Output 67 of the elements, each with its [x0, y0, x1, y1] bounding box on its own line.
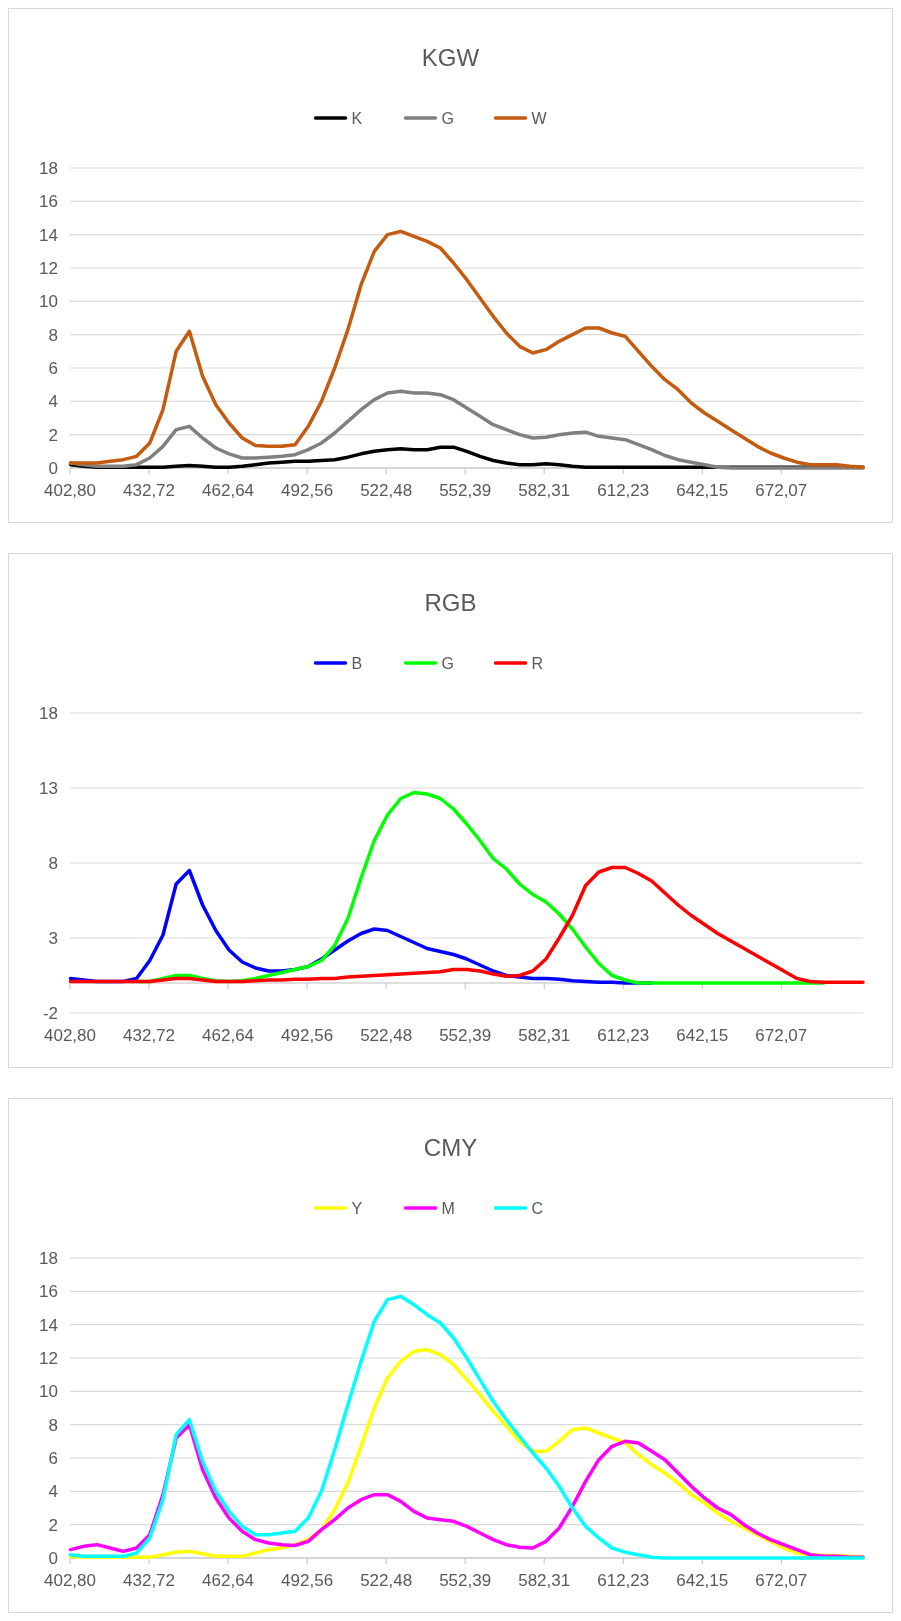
y-tick-label: 0	[48, 1548, 58, 1568]
x-tick-label: 432,72	[123, 1026, 176, 1045]
legend-label: M	[441, 1200, 455, 1217]
y-tick-label: 2	[48, 1515, 58, 1535]
x-tick-label: 672,07	[755, 1026, 808, 1045]
chart-title: RGB	[424, 589, 477, 616]
x-tick-label: 612,23	[597, 1571, 650, 1590]
y-tick-label: 16	[39, 192, 58, 212]
y-tick-label: 14	[39, 225, 58, 245]
x-tick-label: 612,23	[597, 1026, 650, 1045]
y-tick-label: 4	[48, 392, 58, 412]
x-tick-label: 492,56	[281, 1571, 334, 1590]
y-tick-label: 12	[39, 1348, 58, 1368]
y-tick-label: 4	[48, 1482, 58, 1502]
legend-label: G	[441, 655, 454, 672]
x-tick-label: 582,31	[518, 481, 571, 500]
legend-label: Y	[351, 1200, 363, 1217]
y-tick-label: 0	[48, 458, 58, 478]
x-tick-label: 642,15	[676, 1571, 729, 1590]
x-tick-label: 642,15	[676, 481, 729, 500]
y-tick-label: 14	[39, 1315, 58, 1335]
x-tick-label: 492,56	[281, 1026, 334, 1045]
x-tick-label: 462,64	[202, 481, 255, 500]
x-tick-label: 582,31	[518, 1026, 571, 1045]
x-tick-label: 492,56	[281, 481, 334, 500]
y-tick-label: 6	[48, 358, 58, 378]
x-tick-label: 552,39	[439, 481, 492, 500]
x-tick-label: 432,72	[123, 1571, 176, 1590]
x-tick-label: 462,64	[202, 1026, 255, 1045]
x-tick-label: 432,72	[123, 481, 176, 500]
y-tick-label: -2	[42, 1003, 58, 1023]
y-tick-label: 8	[48, 325, 58, 345]
x-tick-label: 612,23	[597, 481, 650, 500]
y-tick-label: 8	[48, 1415, 58, 1435]
x-tick-label: 522,48	[360, 1026, 413, 1045]
chart-title: CMY	[423, 1134, 478, 1161]
x-tick-label: 402,80	[44, 1571, 96, 1590]
y-tick-label: 18	[39, 158, 58, 178]
legend-label: K	[351, 110, 363, 127]
x-tick-label: 672,07	[755, 1571, 808, 1590]
x-tick-label: 402,80	[44, 1026, 96, 1045]
y-tick-label: 8	[48, 853, 58, 873]
x-tick-label: 552,39	[439, 1571, 492, 1590]
x-tick-label: 522,48	[360, 481, 413, 500]
legend-label: G	[441, 110, 454, 127]
y-tick-label: 2	[48, 425, 58, 445]
x-tick-label: 582,31	[518, 1571, 571, 1590]
legend-label: B	[351, 655, 363, 672]
x-tick-label: 552,39	[439, 1026, 492, 1045]
y-tick-label: 10	[39, 292, 58, 312]
x-tick-label: 642,15	[676, 1026, 729, 1045]
x-tick-label: 522,48	[360, 1571, 413, 1590]
x-tick-label: 462,64	[202, 1571, 255, 1590]
chart-title: KGW	[421, 44, 480, 71]
y-tick-label: 18	[39, 1248, 58, 1268]
y-tick-label: 10	[39, 1382, 58, 1402]
x-tick-label: 672,07	[755, 481, 808, 500]
x-tick-label: 402,80	[44, 481, 96, 500]
y-tick-label: 12	[39, 258, 58, 278]
legend-label: R	[531, 655, 544, 672]
y-tick-label: 16	[39, 1282, 58, 1302]
legend-label: C	[531, 1200, 544, 1217]
y-tick-label: 6	[48, 1448, 58, 1468]
y-tick-label: 3	[48, 928, 58, 948]
legend-label: W	[531, 110, 548, 127]
y-tick-label: 18	[39, 703, 58, 723]
y-tick-label: 13	[39, 778, 58, 798]
